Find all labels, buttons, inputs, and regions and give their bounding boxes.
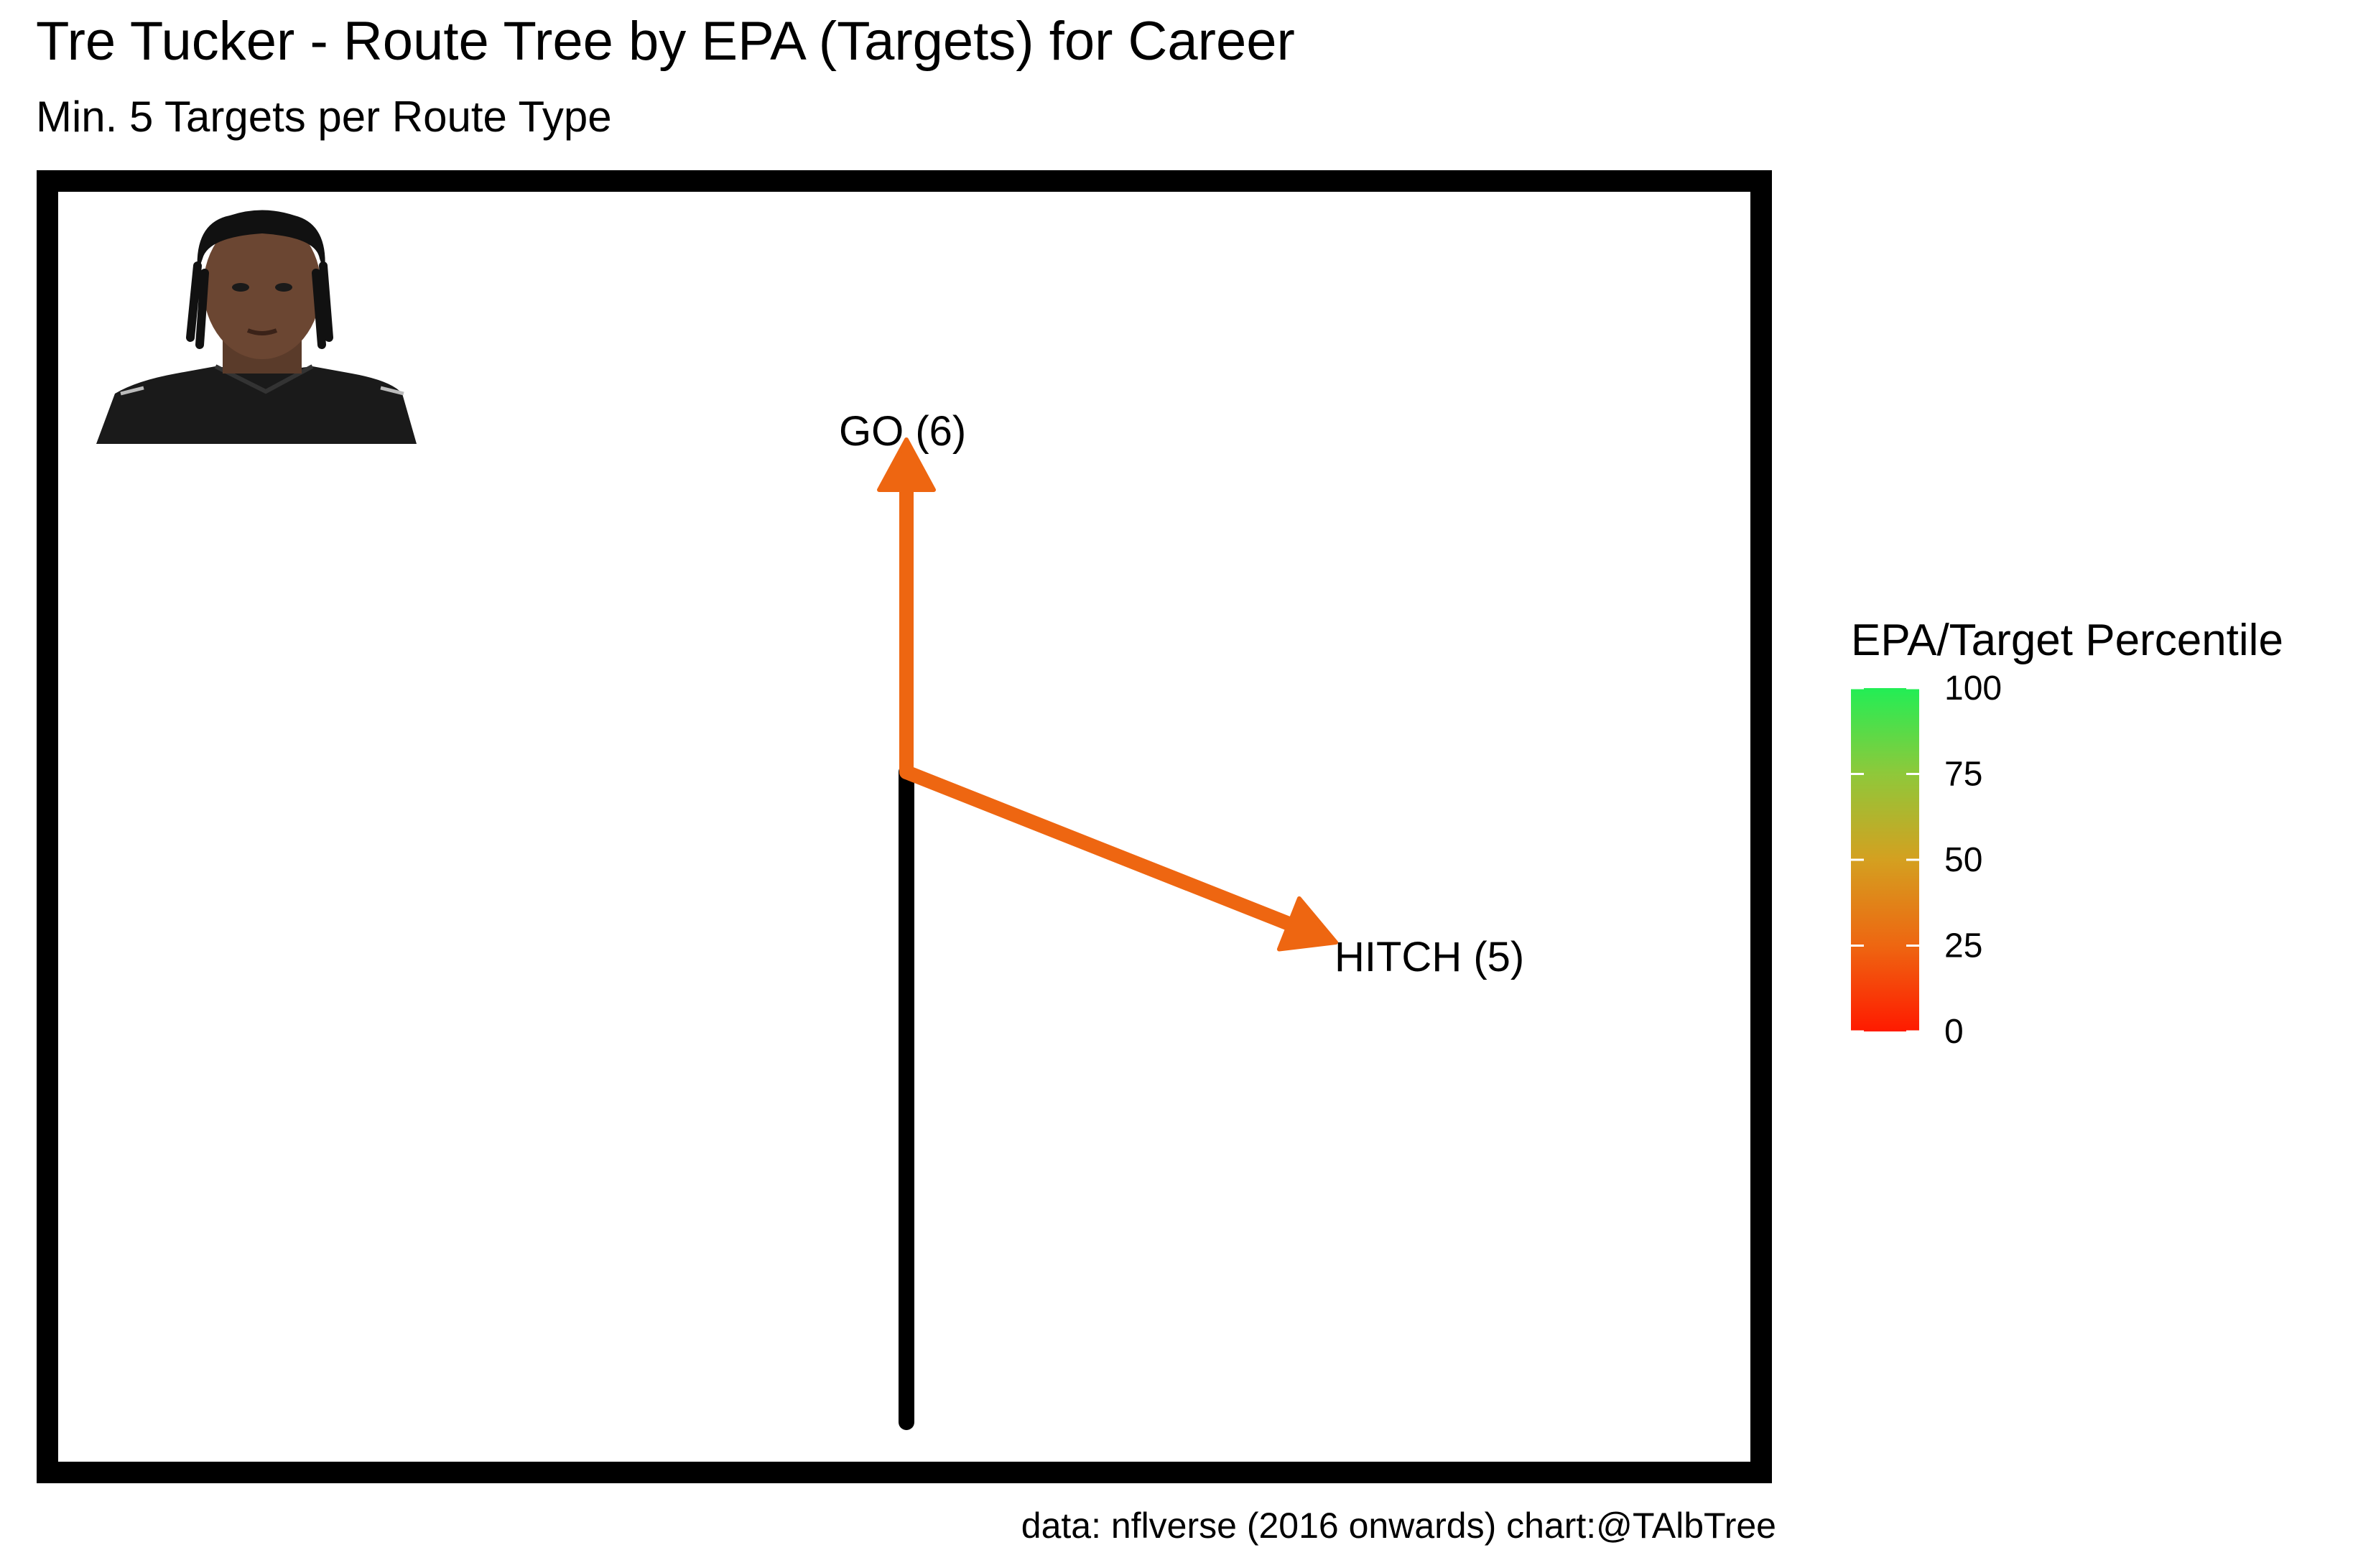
legend-tick-label: 50 xyxy=(1944,841,1982,879)
route-label-go: GO (6) xyxy=(839,408,966,455)
legend-tick-label: 25 xyxy=(1944,927,1982,965)
chart-caption: data: nflverse (2016 onwards) chart:@TAl… xyxy=(1021,1506,1776,1547)
legend: EPA/Target Percentile 0 25 50 75 100 xyxy=(1851,616,2283,1051)
route-line-hitch xyxy=(906,772,1294,926)
legend-tick-label: 0 xyxy=(1944,1013,1964,1051)
route-arrowhead-hitch xyxy=(1279,899,1336,950)
legend-tick-label: 100 xyxy=(1944,669,2002,708)
legend-tick-label: 75 xyxy=(1944,756,1982,794)
legend-title: EPA/Target Percentile xyxy=(1851,616,2283,665)
route-label-hitch: HITCH (5) xyxy=(1335,934,1524,980)
player-headshot-icon xyxy=(96,210,417,445)
